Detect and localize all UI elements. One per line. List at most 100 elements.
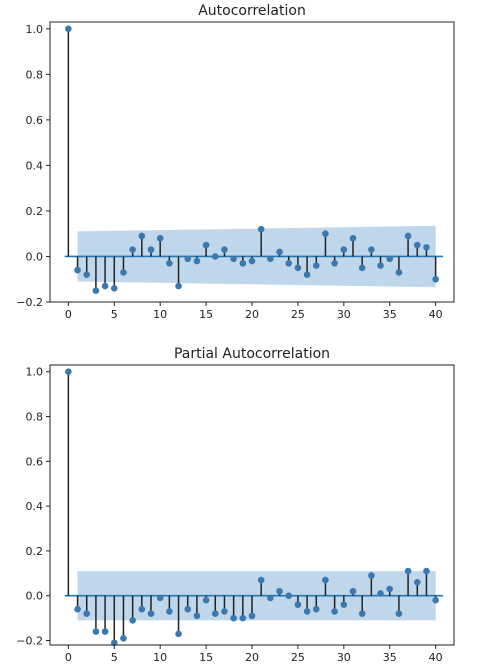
marker-lag-37 — [405, 568, 412, 575]
chart-title: Autocorrelation — [198, 3, 306, 19]
marker-lag-35 — [386, 255, 393, 262]
x-tick-label: 10 — [153, 651, 167, 664]
x-tick-label: 30 — [337, 651, 351, 664]
marker-lag-16 — [212, 610, 219, 617]
marker-lag-23 — [276, 249, 283, 256]
y-tick-label: 0.0 — [26, 250, 44, 263]
x-tick-label: 25 — [291, 651, 305, 664]
marker-lag-24 — [285, 592, 292, 599]
marker-lag-22 — [267, 595, 274, 602]
marker-lag-15 — [203, 597, 210, 604]
marker-lag-19 — [240, 260, 247, 267]
x-tick-label: 40 — [429, 651, 443, 664]
marker-lag-20 — [249, 613, 256, 620]
marker-lag-8 — [139, 233, 146, 240]
marker-lag-34 — [377, 262, 384, 269]
marker-lag-14 — [194, 613, 201, 620]
marker-lag-13 — [184, 606, 191, 613]
marker-lag-18 — [230, 255, 237, 262]
x-tick-label: 25 — [291, 308, 305, 321]
x-tick-label: 35 — [383, 651, 397, 664]
marker-lag-1 — [74, 267, 81, 274]
marker-lag-0 — [65, 368, 72, 375]
marker-lag-14 — [194, 258, 201, 265]
marker-lag-24 — [285, 260, 292, 267]
marker-lag-12 — [175, 283, 182, 290]
marker-lag-20 — [249, 258, 256, 265]
y-tick-label: 0.2 — [26, 545, 44, 558]
marker-lag-21 — [258, 226, 265, 233]
marker-lag-31 — [350, 235, 357, 242]
marker-lag-39 — [423, 568, 430, 575]
y-tick-label: 0.2 — [26, 205, 44, 218]
marker-lag-11 — [166, 608, 173, 615]
marker-lag-5 — [111, 285, 118, 292]
marker-lag-10 — [157, 595, 164, 602]
marker-lag-11 — [166, 260, 173, 267]
marker-lag-17 — [221, 246, 228, 253]
x-tick-label: 5 — [111, 308, 118, 321]
marker-lag-15 — [203, 242, 210, 249]
marker-lag-1 — [74, 606, 81, 613]
y-tick-label: 0.0 — [26, 590, 44, 603]
marker-lag-3 — [93, 287, 100, 294]
marker-lag-33 — [368, 246, 375, 253]
marker-lag-29 — [331, 608, 338, 615]
x-tick-label: 5 — [111, 651, 118, 664]
marker-lag-36 — [396, 269, 403, 276]
marker-lag-40 — [432, 597, 439, 604]
marker-lag-13 — [184, 255, 191, 262]
marker-lag-32 — [359, 265, 366, 272]
marker-lag-33 — [368, 572, 375, 579]
marker-lag-32 — [359, 610, 366, 617]
marker-lag-29 — [331, 260, 338, 267]
marker-lag-8 — [139, 606, 146, 613]
y-tick-label: 0.6 — [26, 114, 44, 127]
x-tick-label: 15 — [199, 651, 213, 664]
x-tick-label: 0 — [65, 651, 72, 664]
marker-lag-6 — [120, 269, 127, 276]
marker-lag-7 — [129, 246, 136, 253]
x-tick-label: 35 — [383, 308, 397, 321]
x-tick-label: 20 — [245, 308, 259, 321]
y-tick-label: 0.4 — [26, 500, 44, 513]
marker-lag-40 — [432, 276, 439, 283]
y-tick-label: 1.0 — [26, 23, 44, 36]
marker-lag-21 — [258, 577, 265, 584]
marker-lag-2 — [83, 610, 90, 617]
marker-lag-7 — [129, 617, 136, 624]
marker-lag-9 — [148, 610, 155, 617]
marker-lag-26 — [304, 271, 311, 278]
y-tick-label: −0.2 — [16, 635, 43, 648]
marker-lag-26 — [304, 608, 311, 615]
marker-lag-9 — [148, 246, 155, 253]
x-tick-label: 40 — [429, 308, 443, 321]
chart-title: Partial Autocorrelation — [174, 346, 330, 362]
chart-panel-pacf: Partial Autocorrelation 0 5 10 15 20 25 30 35 40 −… — [16, 346, 454, 664]
y-tick-label: 0.6 — [26, 455, 44, 468]
x-tick-label: 30 — [337, 308, 351, 321]
marker-lag-31 — [350, 588, 357, 595]
marker-lag-12 — [175, 631, 182, 638]
marker-lag-17 — [221, 608, 228, 615]
y-tick-label: 0.8 — [26, 411, 44, 424]
x-tick-label: 10 — [153, 308, 167, 321]
y-tick-label: −0.2 — [16, 296, 43, 309]
marker-lag-30 — [341, 246, 348, 253]
marker-lag-27 — [313, 606, 320, 613]
chart-panel-acf: Autocorrelation 0 5 10 15 20 25 30 35 40 −0.2 0.0 0.… — [16, 3, 454, 321]
marker-lag-36 — [396, 610, 403, 617]
x-tick-label: 0 — [65, 308, 72, 321]
marker-lag-3 — [93, 628, 100, 635]
x-tick-label: 15 — [199, 308, 213, 321]
marker-lag-35 — [386, 586, 393, 593]
marker-lag-4 — [102, 283, 109, 290]
marker-lag-0 — [65, 26, 72, 33]
marker-lag-4 — [102, 628, 109, 635]
y-tick-label: 1.0 — [26, 366, 44, 379]
marker-lag-34 — [377, 590, 384, 597]
marker-lag-30 — [341, 601, 348, 608]
marker-lag-10 — [157, 235, 164, 242]
marker-lag-38 — [414, 579, 421, 586]
